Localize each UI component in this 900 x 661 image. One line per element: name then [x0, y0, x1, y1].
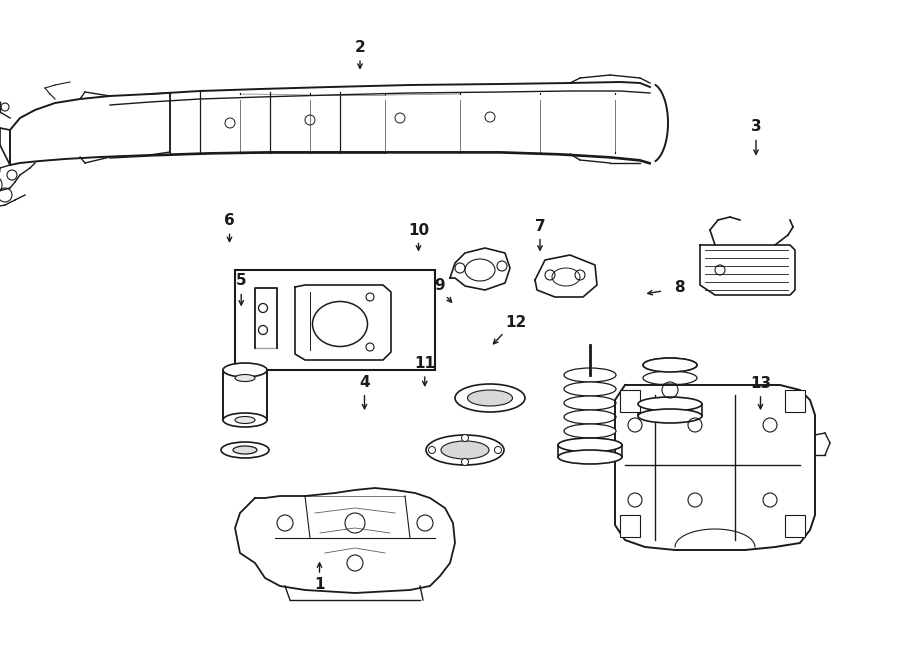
Ellipse shape: [223, 363, 267, 377]
Circle shape: [494, 446, 501, 453]
Ellipse shape: [638, 397, 702, 411]
Text: 5: 5: [236, 274, 247, 288]
Ellipse shape: [221, 442, 269, 458]
Ellipse shape: [235, 375, 255, 381]
Ellipse shape: [643, 358, 697, 372]
Polygon shape: [615, 385, 815, 550]
Bar: [620, 390, 640, 412]
Ellipse shape: [564, 368, 616, 382]
Bar: [558, 445, 622, 457]
Ellipse shape: [233, 446, 257, 454]
Text: 11: 11: [414, 356, 436, 371]
Ellipse shape: [643, 384, 697, 398]
Bar: [785, 515, 805, 537]
Ellipse shape: [643, 358, 697, 372]
Ellipse shape: [455, 384, 525, 412]
Ellipse shape: [426, 435, 504, 465]
Text: 13: 13: [750, 376, 771, 391]
Polygon shape: [700, 245, 795, 295]
Circle shape: [428, 446, 436, 453]
Polygon shape: [235, 488, 455, 593]
Ellipse shape: [558, 450, 622, 464]
Polygon shape: [450, 248, 510, 290]
Text: 4: 4: [359, 375, 370, 389]
Ellipse shape: [564, 396, 616, 410]
Ellipse shape: [467, 390, 512, 406]
Bar: [620, 515, 640, 537]
Circle shape: [462, 434, 469, 442]
Ellipse shape: [223, 413, 267, 427]
Text: 3: 3: [751, 120, 761, 134]
Text: 2: 2: [355, 40, 365, 55]
Bar: [638, 404, 702, 416]
Ellipse shape: [235, 416, 255, 424]
Ellipse shape: [441, 441, 489, 459]
Ellipse shape: [558, 438, 622, 452]
Text: 6: 6: [224, 213, 235, 227]
Ellipse shape: [638, 409, 702, 423]
Text: 10: 10: [408, 223, 429, 237]
Text: 7: 7: [535, 219, 545, 233]
Text: 8: 8: [674, 280, 685, 295]
Bar: [785, 390, 805, 412]
Bar: [235, 270, 435, 370]
Circle shape: [462, 459, 469, 465]
Polygon shape: [535, 255, 597, 297]
Text: 1: 1: [314, 578, 325, 592]
Polygon shape: [295, 285, 391, 360]
Ellipse shape: [643, 397, 697, 411]
Ellipse shape: [643, 371, 697, 385]
Ellipse shape: [564, 382, 616, 396]
Ellipse shape: [564, 410, 616, 424]
Ellipse shape: [564, 424, 616, 438]
Text: 9: 9: [434, 278, 445, 293]
Text: 12: 12: [505, 315, 526, 330]
Bar: [223, 370, 267, 420]
